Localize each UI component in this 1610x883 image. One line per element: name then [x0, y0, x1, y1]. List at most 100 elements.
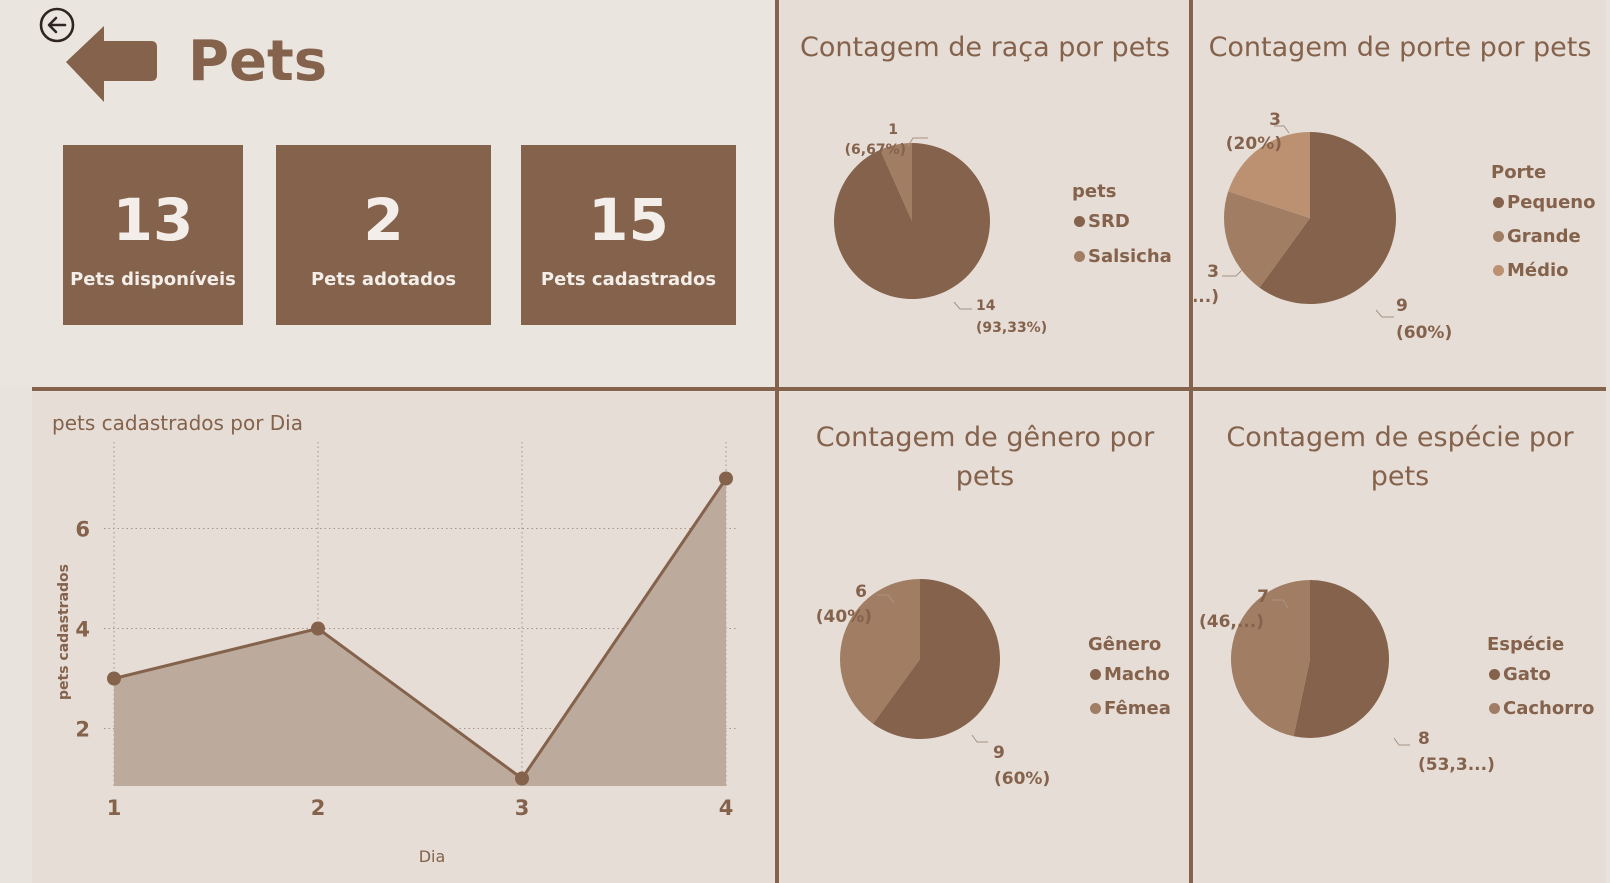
- data-point[interactable]: [515, 771, 529, 786]
- area-fill: [114, 478, 726, 786]
- slice-label-macho: 9: [993, 743, 1005, 763]
- title-line-2: pets: [955, 461, 1015, 492]
- divider-horizontal: [32, 387, 1606, 391]
- data-point[interactable]: [311, 621, 325, 636]
- slice-label-femea-pct: (40%): [816, 607, 872, 627]
- legend-item-macho[interactable]: Macho: [1090, 664, 1170, 685]
- data-point[interactable]: [107, 671, 121, 686]
- genero-legend-title: Gênero: [1088, 634, 1162, 655]
- pie-slice-salsicha[interactable]: [880, 143, 912, 221]
- y-tick-label: 2: [75, 718, 90, 742]
- y-tick-label: 6: [75, 518, 90, 542]
- leader-line: [907, 137, 928, 147]
- slice-label-gato: 8: [1418, 729, 1430, 749]
- legend-label: Grande: [1507, 226, 1581, 247]
- slice-label-femea: 6: [855, 582, 867, 602]
- pie-slice-macho[interactable]: [872, 579, 1000, 739]
- line-chart-title: pets cadastrados por Dia: [52, 411, 303, 435]
- legend-label: SRD: [1088, 211, 1130, 232]
- line-chart: 1 2 3 4 2 4 6 Dia pets cadastrados: [56, 442, 736, 866]
- title-line-1: Contagem de gênero por: [815, 422, 1155, 453]
- pie-slice-cachorro[interactable]: [1231, 580, 1310, 737]
- legend-label: Pequeno: [1507, 192, 1596, 213]
- kpi-label: Pets adotados: [310, 269, 457, 290]
- title-line-1: Contagem de espécie por: [1226, 422, 1574, 453]
- slice-label-srd-pct: (93,33%): [976, 320, 1047, 336]
- slice-label-cachorro: 7: [1257, 587, 1269, 607]
- slice-label-gato-pct: (53,3...): [1418, 755, 1495, 775]
- legend-label: Salsicha: [1088, 246, 1172, 267]
- kpi-value: 15: [588, 186, 669, 254]
- y-axis-label: pets cadastrados: [56, 564, 72, 700]
- page-title: Pets: [188, 29, 328, 94]
- slice-label-pequeno-pct: (60%): [1396, 323, 1452, 343]
- genero-chart-title: Contagem de gênero por pets: [780, 418, 1190, 496]
- slice-label-macho-pct: (60%): [994, 769, 1050, 789]
- raca-chart-title: Contagem de raça por pets: [800, 32, 1170, 63]
- big-left-arrow-icon[interactable]: [64, 24, 158, 104]
- pie-slice-pequeno[interactable]: [1259, 132, 1396, 304]
- kpi-label: Pets disponíveis: [70, 269, 236, 290]
- kpi-label: Pets cadastrados: [540, 269, 717, 290]
- data-point[interactable]: [719, 471, 733, 486]
- kpi-card-cadastrados: 15 Pets cadastrados: [521, 145, 736, 325]
- x-tick-label: 1: [107, 796, 122, 820]
- slice-label-grande-pct: (2...): [1194, 287, 1219, 307]
- legend-item-gato[interactable]: Gato: [1489, 664, 1551, 685]
- leader-line: [1375, 309, 1394, 318]
- legend-item-pequeno[interactable]: Pequeno: [1493, 192, 1596, 213]
- legend-item-femea[interactable]: Fêmea: [1090, 698, 1171, 719]
- title-line-2: pets: [1370, 461, 1430, 492]
- porte-chart-title: Contagem de porte por pets: [1208, 32, 1592, 63]
- slice-label-pequeno: 9: [1396, 296, 1408, 316]
- pie-slice-f-mea[interactable]: [840, 579, 920, 724]
- area-line: [113, 477, 728, 781]
- pie-slice-grande[interactable]: [1224, 191, 1310, 288]
- divider-vertical-right: [1189, 0, 1193, 883]
- slice-label-grande: 3: [1207, 262, 1219, 282]
- genero-pie-chart: 6 (40%) 9 (60%): [816, 579, 1050, 789]
- back-circle-arrow-icon[interactable]: [38, 6, 76, 44]
- leader-line: [971, 734, 988, 743]
- pie-slice-m-dio[interactable]: [1228, 132, 1310, 218]
- legend-label: Fêmea: [1104, 698, 1171, 719]
- legend-item-medio[interactable]: Médio: [1493, 260, 1569, 281]
- slice-label-salsicha-pct: (6,67%): [845, 142, 906, 158]
- leader-line: [1274, 125, 1290, 134]
- slice-label-cachorro-pct: (46,...): [1199, 612, 1264, 632]
- legend-item-salsicha[interactable]: Salsicha: [1074, 246, 1172, 267]
- x-axis-label: Dia: [419, 847, 446, 866]
- pie-slice-gato[interactable]: [1293, 580, 1389, 738]
- legend-label: Cachorro: [1503, 698, 1595, 719]
- slice-label-medio-pct: (20%): [1226, 134, 1282, 154]
- legend-label: Gato: [1503, 664, 1551, 685]
- legend-item-cachorro[interactable]: Cachorro: [1489, 698, 1594, 719]
- leader-line: [877, 594, 895, 604]
- slice-label-salsicha: 1: [888, 122, 898, 138]
- kpi-card-disponiveis: 13 Pets disponíveis: [63, 145, 243, 325]
- legend-item-srd[interactable]: SRD: [1074, 211, 1130, 232]
- porte-pie-chart: 3 (20%) 3 (2...) 9 (60%): [1194, 110, 1452, 343]
- x-tick-label: 3: [515, 796, 530, 820]
- kpi-value: 13: [112, 186, 194, 254]
- leader-line: [1272, 599, 1289, 609]
- especie-pie-chart: 7 (46,...) 8 (53,3...): [1199, 580, 1495, 775]
- slice-label-srd: 14: [976, 298, 996, 314]
- leader-line: [1393, 737, 1410, 746]
- raca-pie-chart: 1 (6,67%) 14 (93,33%): [834, 122, 1047, 336]
- divider-vertical-left: [775, 0, 779, 883]
- y-tick-label: 4: [75, 618, 90, 642]
- x-tick-label: 4: [719, 796, 734, 820]
- kpi-value: 2: [363, 186, 404, 254]
- x-tick-label: 2: [311, 796, 326, 820]
- especie-legend-title: Espécie: [1487, 634, 1565, 655]
- slice-label-medio: 3: [1269, 110, 1281, 130]
- kpi-card-adotados: 2 Pets adotados: [276, 145, 491, 325]
- especie-chart-title: Contagem de espécie por pets: [1194, 418, 1606, 496]
- legend-item-grande[interactable]: Grande: [1493, 226, 1581, 247]
- legend-label: Médio: [1507, 260, 1569, 281]
- raca-legend-title: pets: [1072, 181, 1117, 202]
- porte-legend-title: Porte: [1491, 162, 1547, 183]
- leader-line: [1222, 269, 1243, 277]
- legend-label: Macho: [1104, 664, 1170, 685]
